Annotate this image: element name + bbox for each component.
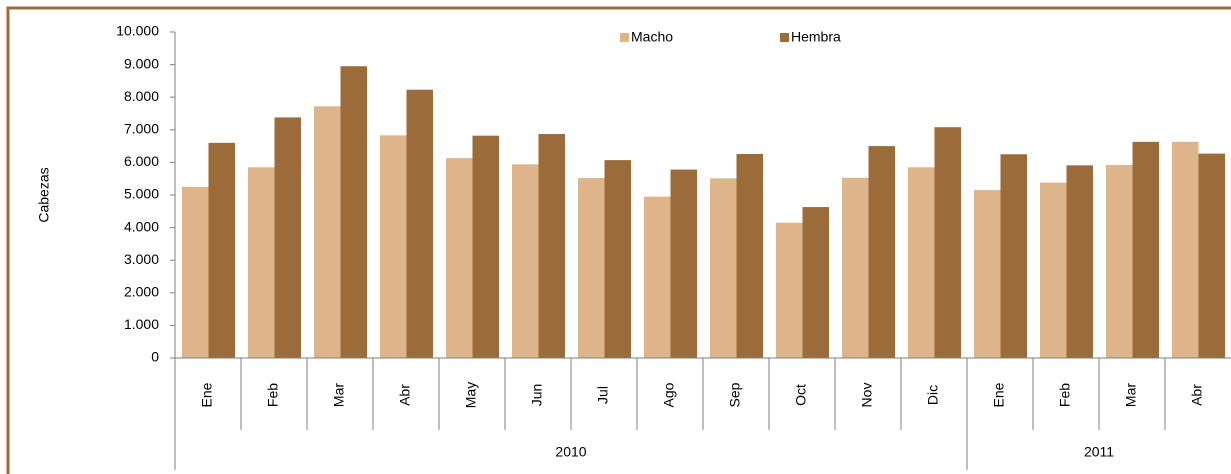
bar [248,167,275,358]
x-tick-label: Dic [925,385,941,405]
y-tick-label: 10.000 [116,23,159,39]
legend-swatch [780,33,789,42]
bar [380,135,407,358]
x-tick-label: Nov [859,383,875,408]
bar [1066,165,1093,358]
y-axis-label: Cabezas [36,167,52,222]
bar [644,196,671,358]
group-label: 2011 [1084,444,1114,460]
bar [802,207,829,358]
bar [578,178,605,358]
x-tick-label: May [463,382,479,408]
bar [538,134,565,358]
bar [974,190,1001,358]
bar [842,177,869,358]
bar [1132,141,1159,358]
x-tick-label: Ene [199,382,215,407]
legend-label: Hembra [791,29,841,45]
bar [1172,141,1199,358]
bar [1040,182,1067,358]
y-tick-label: 5.000 [124,186,159,202]
bar [1198,153,1225,358]
legend-label: Macho [631,29,673,45]
y-tick-label: 2.000 [124,284,159,300]
bar [1106,165,1133,358]
bar [314,106,341,358]
x-tick-label: Jun [529,384,545,407]
x-tick-label: Sep [727,382,743,407]
bar [908,167,935,358]
y-tick-label: 4.000 [124,218,159,234]
bar [208,142,235,358]
y-tick-label: 8.000 [124,88,159,104]
bar [1000,154,1027,358]
y-tick-label: 3.000 [124,251,159,267]
x-tick-label: Feb [265,383,281,407]
x-tick-label: Oct [793,384,809,406]
x-tick-label: Abr [1189,384,1205,406]
x-tick-label: Feb [1057,383,1073,407]
bar [868,146,895,358]
y-tick-label: 9.000 [124,55,159,71]
bar [446,158,473,358]
bar [670,169,697,358]
bar [934,127,961,358]
x-tick-label: Ene [991,382,1007,407]
bar [512,164,539,358]
bar [274,117,301,358]
bar [340,66,367,358]
y-tick-label: 1.000 [124,316,159,332]
group-label: 2010 [555,444,586,460]
y-tick-label: 0 [151,349,159,365]
x-tick-label: Mar [1123,383,1139,407]
bar [736,153,763,358]
bar [472,135,499,358]
bar [710,178,737,358]
bar [776,222,803,358]
legend-swatch [620,33,629,42]
y-tick-label: 7.000 [124,121,159,137]
x-tick-label: Ago [661,382,677,407]
x-tick-label: Abr [397,384,413,406]
y-tick-label: 6.000 [124,153,159,169]
bar [182,186,209,358]
bar [406,89,433,359]
x-tick-label: Jul [595,386,611,404]
frame [6,6,1231,474]
bar [604,160,631,358]
x-tick-label: Mar [331,383,347,407]
